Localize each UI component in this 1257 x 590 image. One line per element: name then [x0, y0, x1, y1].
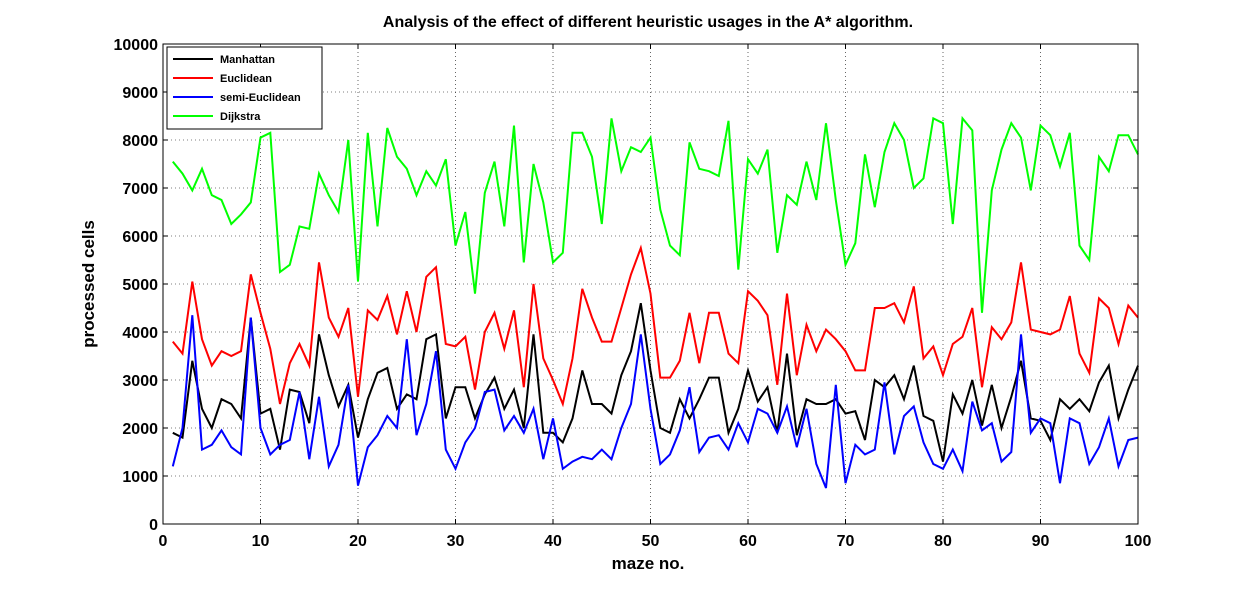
series-line-semi-euclidean [171, 315, 1139, 489]
y-tick-label: 2000 [122, 421, 158, 438]
x-tick-label: 100 [1125, 533, 1152, 550]
chart-title: Analysis of the effect of different heur… [383, 14, 913, 31]
tick-layer: 0 10 20 30 40 50 60 70 80 90 100010002000300040005… [114, 37, 1152, 550]
x-tick-label: 30 [447, 533, 465, 550]
y-tick-label: 6000 [122, 229, 158, 246]
y-tick-label: 1000 [122, 469, 158, 486]
series-layer [171, 115, 1139, 489]
legend-label: Dijkstra [220, 111, 261, 123]
x-tick-label: 70 [837, 533, 855, 550]
legend-label: Manhattan [220, 54, 275, 66]
x-tick-label: 10 [252, 533, 270, 550]
x-tick-label: 90 [1032, 533, 1050, 550]
x-tick-label: 0 [159, 533, 168, 550]
y-tick-label: 4000 [122, 325, 158, 342]
x-tick-label: 40 [544, 533, 562, 550]
y-tick-label: 5000 [122, 277, 158, 294]
y-tick-label: 0 [149, 517, 158, 534]
x-axis-label: maze no. [612, 554, 685, 573]
x-tick-label: 20 [349, 533, 367, 550]
x-tick-label: 60 [739, 533, 757, 550]
legend: Manhattan Euclidean semi-Euclidean Dijkstra [166, 46, 323, 130]
series-line-dijkstra [172, 115, 1139, 313]
series-line-manhattan [172, 302, 1139, 462]
series-line-euclidean [172, 244, 1139, 408]
y-tick-label: 10000 [114, 37, 159, 54]
y-tick-label: 9000 [122, 85, 158, 102]
legend-label: Euclidean [220, 73, 272, 85]
x-tick-label: 80 [934, 533, 952, 550]
legend-label: semi-Euclidean [220, 92, 301, 104]
x-tick-label: 50 [642, 533, 660, 550]
y-axis-label: processed cells [79, 220, 98, 348]
y-tick-label: 3000 [122, 373, 158, 390]
y-tick-label: 7000 [122, 181, 158, 198]
y-tick-label: 8000 [122, 133, 158, 150]
